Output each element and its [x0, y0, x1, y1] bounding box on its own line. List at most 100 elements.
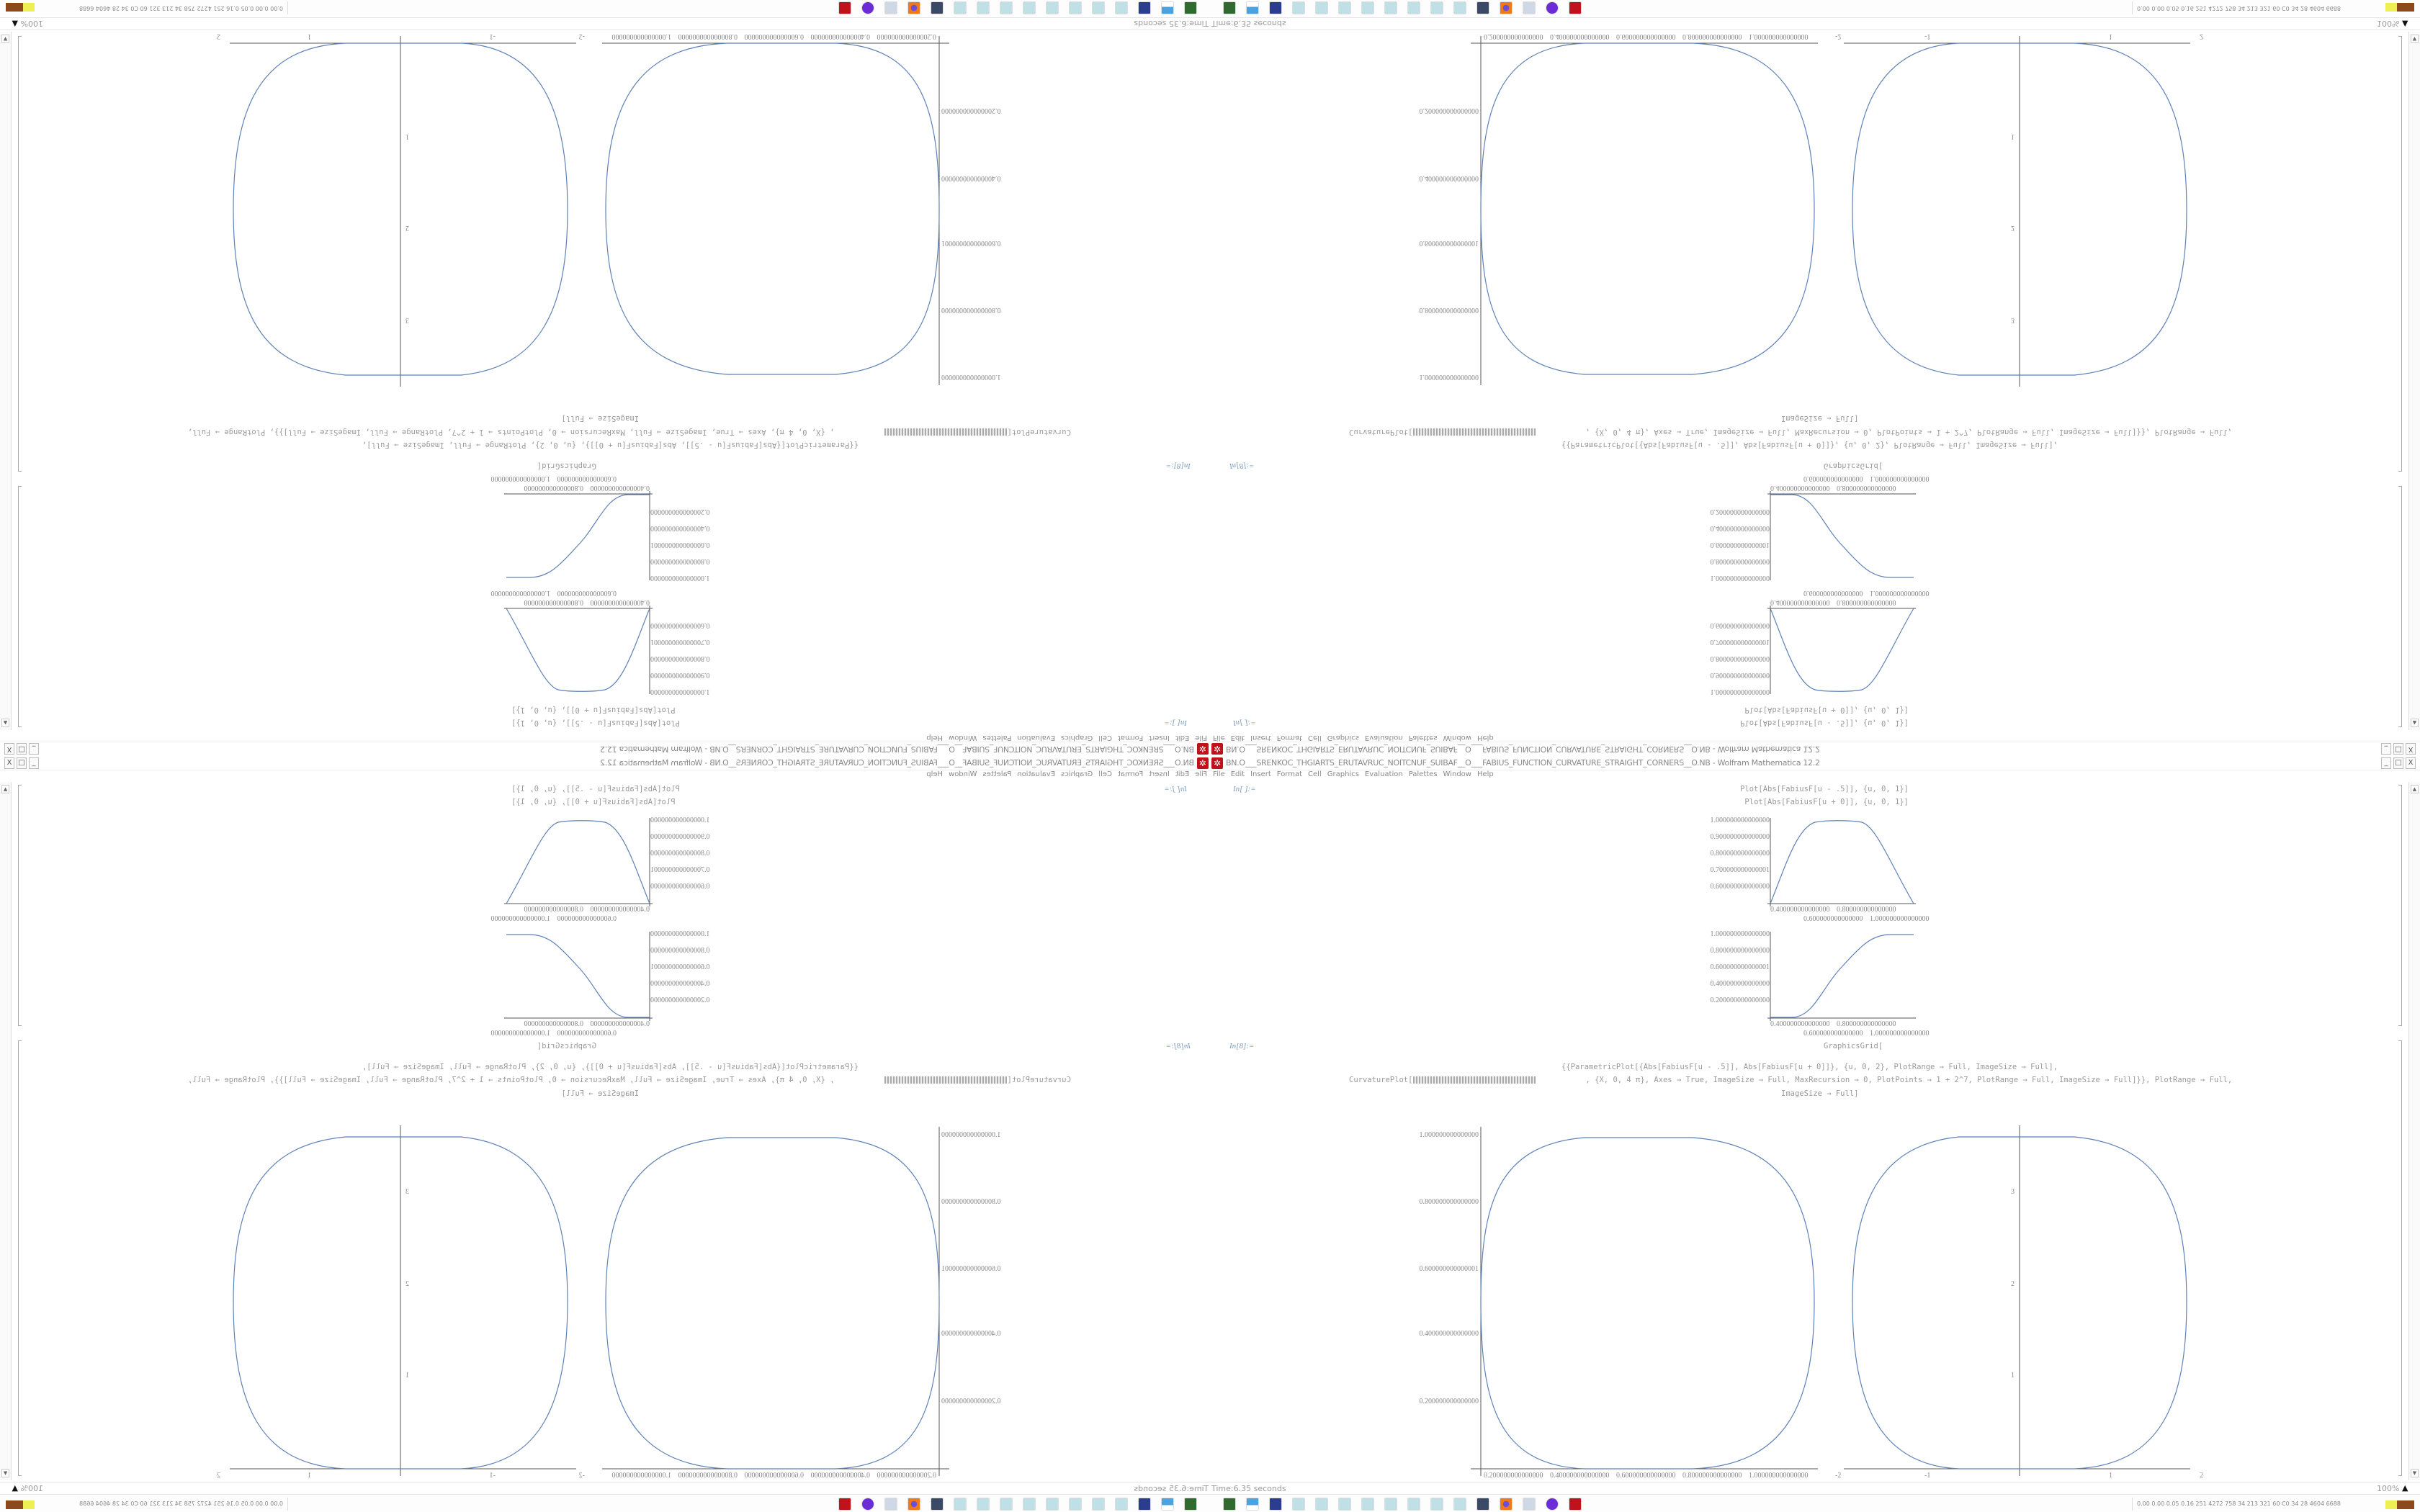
vertical-scrollbar[interactable]: ▲ ▼: [2408, 32, 2420, 730]
menu-evaluation[interactable]: Evaluation: [1364, 770, 1403, 778]
app-icon[interactable]: [1476, 1498, 1489, 1511]
app-icon[interactable]: [1476, 1, 1489, 14]
notebook-icon[interactable]: [1115, 1498, 1128, 1511]
vertical-scrollbar[interactable]: ▲ ▼: [0, 32, 12, 730]
menu-graphics[interactable]: Graphics: [1327, 770, 1359, 778]
mathematica-icon[interactable]: [838, 1, 851, 14]
scroll-up-arrow-icon[interactable]: ▲: [1, 719, 9, 727]
menu-file[interactable]: File: [1213, 770, 1225, 778]
purple-app-icon[interactable]: [861, 1498, 874, 1511]
scroll-up-arrow-icon[interactable]: ▲: [1, 785, 9, 793]
purple-app-icon[interactable]: [1546, 1, 1559, 14]
notebook-icon[interactable]: [1361, 1498, 1374, 1511]
notebook-icon[interactable]: [1453, 1498, 1466, 1511]
code-line[interactable]: CurvaturePlot[, {X, 0, 4 π}, Axes → True…: [1349, 1076, 2232, 1084]
notebook-icon[interactable]: [1338, 1498, 1351, 1511]
menu-format[interactable]: Format: [1276, 770, 1303, 778]
code-line[interactable]: Plot[Abs[FabiusF[u - .5]], {u, 0, 1}]: [1740, 785, 1909, 793]
notebook-icon[interactable]: [1407, 1498, 1420, 1511]
notebook-icon[interactable]: [1292, 1, 1305, 14]
notebook-icon[interactable]: [1092, 1498, 1105, 1511]
vertical-scrollbar[interactable]: ▲ ▼: [0, 782, 12, 1480]
scroll-down-arrow-icon[interactable]: ▼: [1, 35, 9, 43]
scroll-down-arrow-icon[interactable]: ▼: [1, 1469, 9, 1477]
notebook-icon[interactable]: [1407, 1, 1420, 14]
notebook-icon[interactable]: [977, 1498, 990, 1511]
firefox-icon[interactable]: [1500, 1498, 1512, 1511]
app-icon[interactable]: [931, 1498, 944, 1511]
notebook-icon[interactable]: [1023, 1498, 1036, 1511]
device-icon[interactable]: [1184, 1498, 1197, 1511]
notebook-icon[interactable]: [1069, 1, 1082, 14]
floppy-icon[interactable]: [1138, 1, 1151, 14]
zoom-icon[interactable]: ▲: [12, 19, 18, 29]
floppy-icon[interactable]: [1269, 1498, 1282, 1511]
notebook-icon[interactable]: [1046, 1498, 1059, 1511]
scroll-down-arrow-icon[interactable]: ▼: [2411, 35, 2419, 43]
notebook-icon[interactable]: [1430, 1498, 1443, 1511]
cell-bracket[interactable]: [2398, 785, 2402, 1026]
menu-cell[interactable]: Cell: [1308, 770, 1322, 778]
cell-bracket[interactable]: [2398, 1040, 2402, 1476]
device-icon[interactable]: [1223, 1, 1236, 14]
floppy-icon[interactable]: [1269, 1, 1282, 14]
zoom-icon[interactable]: ▲: [2402, 1483, 2408, 1493]
document-icon[interactable]: [884, 1498, 897, 1511]
minimize-button[interactable]: _: [2381, 757, 2391, 769]
scroll-down-arrow-icon[interactable]: ▼: [2411, 1469, 2419, 1477]
code-line[interactable]: GraphicsGrid[: [1824, 1042, 1883, 1050]
menu-edit[interactable]: Edit: [1230, 770, 1245, 778]
code-line[interactable]: Plot[Abs[FabiusF[u + 0]], {u, 0, 1}]: [1744, 798, 1909, 806]
notebook-icon[interactable]: [954, 1498, 967, 1511]
notebook-icon[interactable]: [1069, 1498, 1082, 1511]
zoom-icon[interactable]: ▲: [12, 1483, 18, 1493]
floppy-icon[interactable]: [1138, 1498, 1151, 1511]
notebook-icon[interactable]: [1361, 1, 1374, 14]
notebook-icon[interactable]: [1338, 1, 1351, 14]
notebook-icon[interactable]: [1384, 1, 1397, 14]
zoom-icon[interactable]: ▲: [2402, 19, 2408, 29]
device-icon[interactable]: [1184, 1, 1197, 14]
maximize-button[interactable]: □: [2393, 757, 2403, 769]
zoom-level[interactable]: 100%: [20, 19, 43, 28]
zoom-level[interactable]: 100%: [20, 1484, 43, 1493]
notebook-icon[interactable]: [1384, 1498, 1397, 1511]
code-line[interactable]: {{ParametricPlot[{Abs[FabiusF[u - .5]], …: [1561, 1063, 2058, 1071]
notebook-icon[interactable]: [1115, 1, 1128, 14]
mathematica-icon[interactable]: [838, 1498, 851, 1511]
notebook-icon[interactable]: [1046, 1, 1059, 14]
notebook-icon[interactable]: [954, 1, 967, 14]
monitor-icon[interactable]: [1246, 1498, 1259, 1511]
monitor-icon[interactable]: [1246, 1, 1259, 14]
notebook-icon[interactable]: [1430, 1, 1443, 14]
notebook-icon[interactable]: [1023, 1, 1036, 14]
menu-insert[interactable]: Insert: [1250, 770, 1271, 778]
notebook-icon[interactable]: [1315, 1, 1328, 14]
device-icon[interactable]: [1223, 1498, 1236, 1511]
close-button[interactable]: X: [2406, 757, 2416, 769]
document-icon[interactable]: [1523, 1498, 1536, 1511]
scroll-up-arrow-icon[interactable]: ▲: [2411, 719, 2419, 727]
notebook-icon[interactable]: [1453, 1, 1466, 14]
monitor-icon[interactable]: [1161, 1498, 1174, 1511]
purple-app-icon[interactable]: [1546, 1498, 1559, 1511]
notebook-icon[interactable]: [977, 1, 990, 14]
notebook-icon[interactable]: [1315, 1498, 1328, 1511]
menu-window[interactable]: Window: [1443, 770, 1471, 778]
scroll-up-arrow-icon[interactable]: ▲: [2411, 785, 2419, 793]
notebook-icon[interactable]: [1000, 1, 1013, 14]
mathematica-icon[interactable]: [1569, 1498, 1582, 1511]
notebook-icon[interactable]: [1292, 1498, 1305, 1511]
zoom-level[interactable]: 100%: [2377, 19, 2400, 28]
mathematica-icon[interactable]: [1569, 1, 1582, 14]
menu-palettes[interactable]: Palettes: [1408, 770, 1438, 778]
notebook-icon[interactable]: [1092, 1, 1105, 14]
app-icon[interactable]: [931, 1, 944, 14]
vertical-scrollbar[interactable]: ▲ ▼: [2408, 782, 2420, 1480]
menu-help[interactable]: Help: [1476, 770, 1494, 778]
document-icon[interactable]: [1523, 1, 1536, 14]
document-icon[interactable]: [884, 1, 897, 14]
code-line[interactable]: ImageSize → Full]: [1781, 1089, 1859, 1098]
firefox-icon[interactable]: [908, 1498, 920, 1511]
monitor-icon[interactable]: [1161, 1, 1174, 14]
